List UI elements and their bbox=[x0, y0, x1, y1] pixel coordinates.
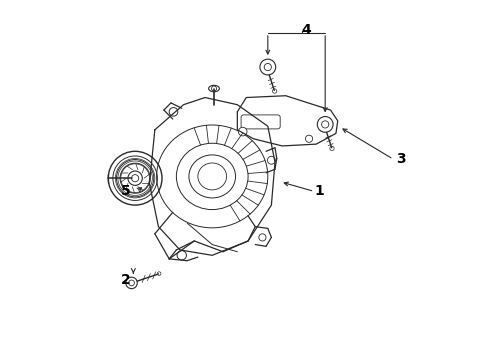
Circle shape bbox=[128, 280, 134, 286]
Circle shape bbox=[258, 234, 265, 241]
Text: 5: 5 bbox=[121, 184, 130, 198]
Circle shape bbox=[211, 86, 216, 91]
Circle shape bbox=[128, 171, 142, 185]
Circle shape bbox=[177, 251, 186, 260]
Text: 3: 3 bbox=[395, 152, 405, 166]
Text: 1: 1 bbox=[314, 184, 324, 198]
Circle shape bbox=[317, 117, 332, 132]
Circle shape bbox=[305, 135, 312, 142]
Circle shape bbox=[329, 146, 333, 150]
Circle shape bbox=[125, 277, 137, 289]
Text: 2: 2 bbox=[121, 273, 130, 287]
Circle shape bbox=[272, 89, 276, 93]
Circle shape bbox=[260, 59, 275, 75]
Circle shape bbox=[238, 127, 246, 136]
Text: 4: 4 bbox=[301, 23, 310, 37]
Ellipse shape bbox=[208, 85, 219, 92]
Circle shape bbox=[267, 156, 275, 164]
Circle shape bbox=[264, 63, 271, 71]
Circle shape bbox=[169, 108, 178, 116]
Circle shape bbox=[131, 175, 139, 182]
Circle shape bbox=[157, 272, 161, 275]
Circle shape bbox=[321, 121, 328, 128]
